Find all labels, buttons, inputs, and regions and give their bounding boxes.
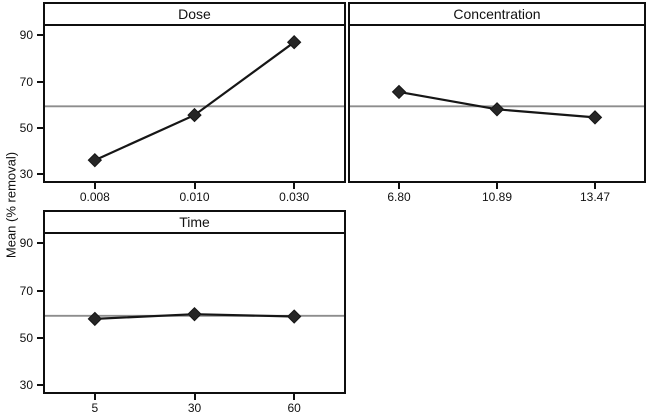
x-tick-mark	[93, 183, 96, 189]
x-tick-label: 30	[187, 401, 202, 415]
y-tick-mark	[37, 242, 43, 245]
data-point-marker	[87, 152, 103, 168]
panel-time: Time	[43, 210, 346, 394]
y-tick-mark	[37, 173, 43, 176]
data-point-marker	[187, 306, 202, 322]
y-tick-label: 30	[19, 377, 33, 392]
x-tick-label: 0.008	[79, 190, 110, 204]
panel-title-dose: Dose	[178, 6, 211, 22]
x-tick-mark	[496, 183, 498, 189]
x-tick-mark	[193, 394, 196, 400]
panel-title-time: Time	[179, 214, 210, 230]
panel-header-time: Time	[45, 212, 344, 234]
x-tick-mark	[93, 394, 96, 400]
y-tick-mark	[37, 336, 43, 339]
panel-title-concentration: Concentration	[453, 6, 541, 22]
y-tick-label: 50	[19, 330, 33, 345]
panel-concentration: Concentration	[348, 2, 646, 183]
panel-header-concentration: Concentration	[350, 4, 644, 26]
data-point-marker	[587, 110, 603, 125]
x-tick-label: 5	[91, 401, 99, 415]
x-tick-label: 60	[287, 401, 301, 415]
x-tick-mark	[293, 183, 296, 189]
y-tick-label: 70	[19, 74, 33, 89]
x-tick-mark	[293, 394, 296, 400]
dose-plot-area	[45, 34, 344, 168]
y-tick-mark	[37, 289, 43, 292]
y-tick-mark	[37, 80, 43, 83]
y-tick-label: 90	[19, 236, 33, 251]
series-line	[93, 41, 296, 162]
y-tick-label: 30	[19, 167, 33, 182]
y-tick-mark	[37, 34, 43, 37]
panel-header-dose: Dose	[45, 4, 344, 26]
y-tick-mark	[37, 126, 43, 129]
time-plot-area	[45, 306, 344, 327]
x-tick-mark	[398, 183, 400, 189]
concentration-plot-area	[350, 84, 644, 125]
data-point-marker	[391, 84, 407, 100]
data-point-marker	[286, 34, 302, 50]
x-tick-label: 13.47	[579, 190, 611, 204]
y-tick-label: 70	[19, 283, 33, 298]
x-tick-label: 0.010	[179, 190, 210, 204]
data-point-marker	[87, 311, 103, 327]
x-tick-label: 10.89	[481, 190, 513, 204]
x-tick-label: 6.80	[387, 190, 411, 204]
data-point-marker	[489, 102, 505, 117]
y-tick-label: 50	[19, 120, 33, 135]
data-point-marker	[187, 107, 202, 123]
x-tick-mark	[594, 183, 596, 189]
y-tick-label: 90	[19, 28, 33, 43]
y-tick-mark	[37, 383, 43, 386]
x-tick-mark	[193, 183, 196, 189]
panel-dose: Dose	[43, 2, 346, 183]
data-point-marker	[286, 309, 302, 324]
x-tick-label: 0.030	[279, 190, 310, 204]
